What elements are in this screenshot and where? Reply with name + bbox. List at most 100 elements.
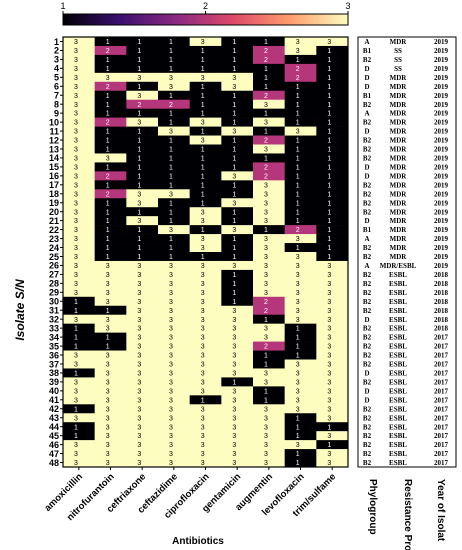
heatmap-cell: [316, 198, 349, 208]
heatmap-cell: [63, 90, 95, 101]
table-cell: ESBL: [389, 316, 407, 324]
cell-value-label: 1: [201, 227, 205, 234]
heatmap-cell: [284, 305, 317, 316]
y-axis-title: Isolate S/N: [13, 279, 27, 341]
heatmap-cell: [189, 296, 222, 307]
cell-value-label: 1: [296, 182, 300, 189]
heatmap-cell: [63, 314, 95, 324]
heatmap-cell: [63, 171, 95, 181]
heatmap-cell: [158, 458, 190, 468]
table-cell: 2019: [434, 128, 449, 136]
cell-value-label: 3: [169, 460, 173, 467]
cell-value-label: 1: [232, 93, 236, 100]
heatmap-cell: [221, 413, 254, 423]
table-cell: MDR: [390, 217, 408, 225]
heatmap-cell: [189, 422, 222, 432]
cell-value-label: 1: [296, 326, 300, 333]
cell-value-label: 1: [137, 236, 141, 243]
heatmap-cell: [189, 359, 222, 369]
heatmap-cell: [221, 386, 254, 396]
cell-value-label: 1: [169, 173, 173, 180]
cell-value-label: 3: [201, 75, 205, 82]
row-label: 10: [49, 117, 59, 127]
cell-value-label: 1: [232, 218, 236, 225]
cell-value-label: 1: [137, 209, 141, 216]
cell-value-label: 1: [264, 84, 268, 91]
cell-value-label: 3: [232, 84, 236, 91]
cell-value-label: 3: [74, 156, 78, 163]
heatmap-cell: [94, 207, 127, 217]
table-cell: 2017: [434, 423, 449, 431]
heatmap-cell: [126, 341, 159, 351]
heatmap-cell: [253, 72, 285, 83]
cell-value-label: 3: [137, 93, 141, 100]
cell-value-label: 3: [264, 335, 268, 342]
cell-value-label: 3: [74, 191, 78, 198]
cell-value-label: 1: [327, 129, 331, 136]
heatmap-cell: [158, 216, 190, 226]
heatmap-cell: [94, 287, 127, 298]
cell-value-label: 1: [201, 182, 205, 189]
table-cell: 2019: [434, 217, 449, 225]
heatmap-cell: [253, 54, 285, 65]
cell-value-label: 2: [106, 120, 110, 127]
heatmap-cell: [221, 243, 254, 253]
heatmap-cell: [158, 287, 190, 298]
heatmap-cell: [189, 189, 222, 199]
table-cell: ESBL: [389, 334, 407, 342]
cell-value-label: 1: [74, 406, 78, 413]
cell-value-label: 3: [327, 335, 331, 342]
heatmap-cell: [316, 458, 349, 468]
cell-value-label: 3: [137, 218, 141, 225]
heatmap-cell: [221, 359, 254, 369]
cell-value-label: 3: [106, 442, 110, 449]
cell-value-label: 3: [201, 353, 205, 360]
cell-value-label: 3: [74, 218, 78, 225]
cell-value-label: 1: [137, 227, 141, 234]
heatmap-cell: [189, 287, 222, 298]
heatmap-cell: [189, 449, 222, 459]
heatmap-cell: [126, 422, 159, 432]
cell-value-label: 1: [201, 93, 205, 100]
cell-value-label: 3: [201, 263, 205, 270]
cell-value-label: 1: [232, 57, 236, 64]
table-cell: MDR: [390, 146, 408, 154]
heatmap-cell: [126, 81, 159, 92]
heatmap-cell: [253, 117, 285, 127]
column-labels: amoxicillinnitrofurantoinceftriaxoneceft…: [42, 467, 338, 523]
row-label: 11: [49, 126, 59, 136]
table-cell: D: [364, 74, 369, 82]
heatmap-cell: [63, 368, 95, 378]
cell-value-label: 3: [296, 406, 300, 413]
cell-value-label: 3: [327, 460, 331, 467]
cell-value-label: 3: [169, 335, 173, 342]
cell-value-label: 2: [106, 48, 110, 55]
heatmap-cell: [189, 180, 222, 190]
cell-value-label: 3: [201, 138, 205, 145]
heatmap-cell: [126, 332, 159, 342]
heatmap-cell: [316, 260, 349, 271]
heatmap-cell: [284, 108, 317, 118]
table-cell: SS: [394, 56, 402, 64]
table-cell: MDR: [390, 101, 408, 109]
table-cell: B2: [363, 378, 372, 386]
table-cell: ESBL: [389, 441, 407, 449]
cell-value-label: 3: [137, 335, 141, 342]
cell-value-label: 1: [232, 156, 236, 163]
heatmap-cell: [189, 216, 222, 226]
heatmap-cell: [284, 413, 317, 423]
heatmap-cell: [63, 305, 95, 316]
table-cell: MDR: [390, 110, 408, 118]
table-cell: 2018: [434, 325, 449, 333]
row-label: 3: [54, 55, 59, 65]
cell-value-label: 3: [327, 272, 331, 279]
cell-value-label: 3: [327, 353, 331, 360]
cell-value-label: 3: [264, 245, 268, 252]
table-cell: B2: [363, 307, 372, 315]
heatmap-cell: [63, 216, 95, 226]
heatmap-cell: [189, 431, 222, 441]
heatmap-cell: [158, 377, 190, 387]
heatmap-cell: [221, 234, 254, 244]
heatmap-cell: [94, 252, 127, 262]
row-label: 28: [49, 279, 59, 289]
